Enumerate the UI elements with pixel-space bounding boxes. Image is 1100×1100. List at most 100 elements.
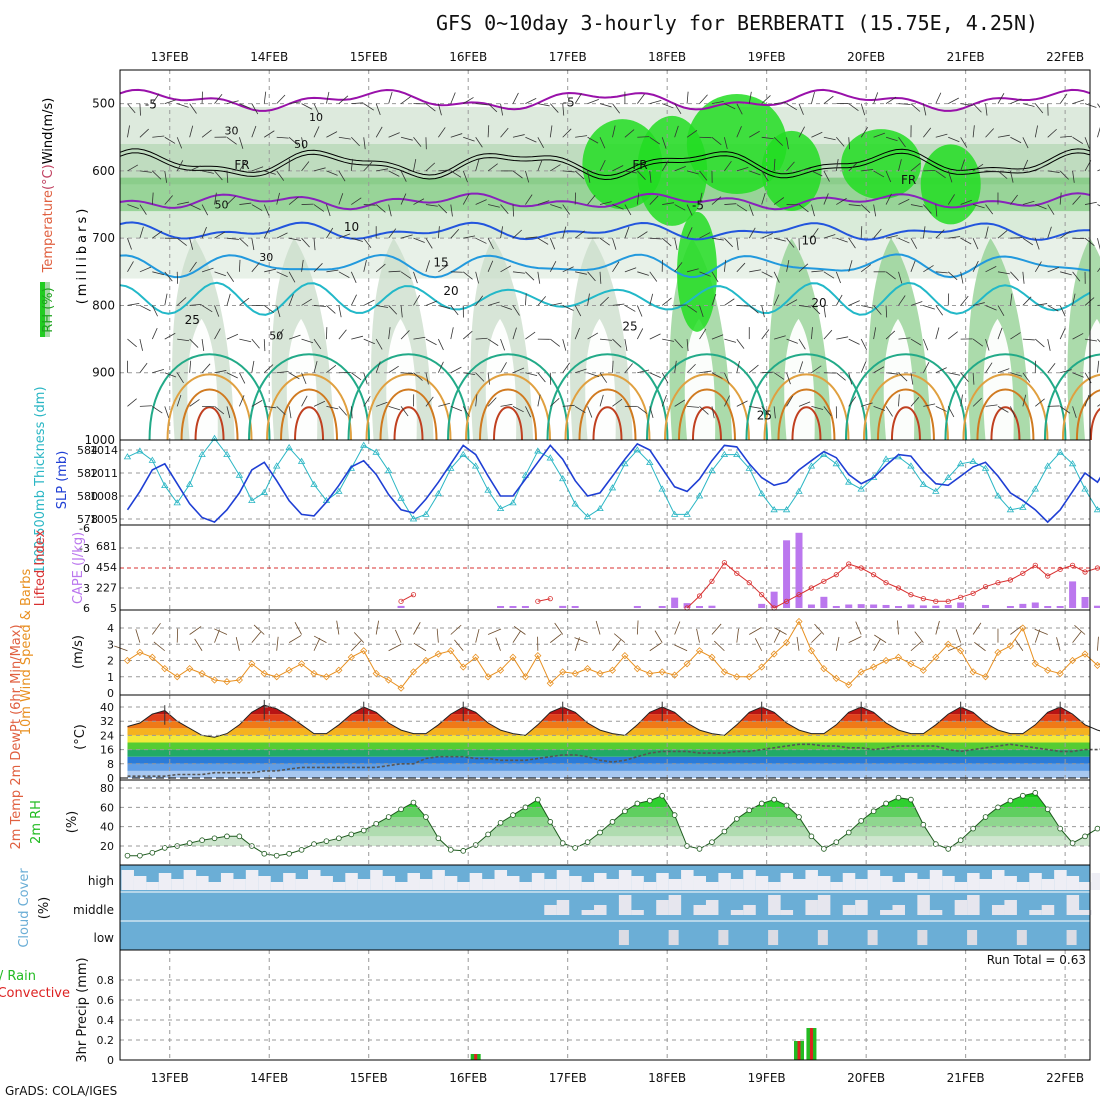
wind-barb	[798, 168, 811, 172]
wind-barb	[1047, 204, 1055, 215]
isotherm-label: -5	[563, 96, 575, 110]
rh-point	[460, 848, 467, 854]
wind-barb	[512, 367, 525, 374]
wind-barb	[960, 159, 965, 172]
wind-barb	[462, 406, 470, 417]
cloud-middle-cell	[556, 900, 570, 915]
rh-point	[298, 847, 305, 853]
wind-frame	[119, 609, 1091, 696]
wind-barb	[574, 406, 586, 414]
li-point	[398, 598, 404, 604]
thickness-point	[1031, 485, 1039, 492]
wind-barb	[649, 333, 661, 340]
thickness-point	[372, 448, 380, 455]
wind-barb	[811, 305, 821, 315]
date-label-bottom: 15FEB	[350, 1071, 388, 1085]
wind-barb	[599, 201, 612, 205]
isotherm-label: 25	[622, 320, 637, 334]
wind-barb	[574, 327, 581, 340]
wind-barb	[736, 338, 745, 349]
wind-barb	[338, 170, 346, 182]
wind-barb	[774, 335, 786, 340]
rh-point	[1057, 825, 1063, 832]
rh-contour-label: 50	[294, 138, 308, 151]
thickness-point	[198, 450, 206, 457]
wind-barb	[512, 134, 525, 138]
li-point	[995, 580, 1001, 586]
wind-barb	[860, 103, 866, 116]
rh-plume-dry-core	[187, 318, 218, 440]
isotherm-minus5-upper	[119, 88, 1091, 112]
wind-barb	[798, 305, 811, 308]
wind-speed-point	[633, 665, 641, 673]
wind-barb	[885, 170, 892, 183]
wind-barb	[264, 130, 275, 138]
cloud-middle-cell	[743, 905, 756, 915]
cloud-high-cell	[419, 879, 433, 890]
wind-barb	[748, 227, 756, 239]
wind-barb	[985, 266, 997, 273]
wind-barb	[251, 103, 259, 115]
wind-barb	[512, 305, 520, 316]
rh-contour-label: 50	[269, 330, 283, 343]
thickness-point	[994, 492, 1002, 499]
thickness-point	[471, 462, 480, 469]
wind-barb	[226, 100, 239, 105]
cloud-high-cell	[183, 870, 197, 890]
wind-barb	[599, 338, 613, 341]
wind-barb-10m	[574, 637, 588, 643]
rh-tick-label: 80	[100, 782, 114, 795]
wind-barb-10m	[251, 631, 262, 643]
wind-barb	[139, 204, 147, 215]
cloud-middle-cell	[917, 895, 930, 915]
wind-barb	[612, 204, 624, 210]
rh-ylabel-part: 2m RH	[29, 800, 44, 844]
thickness-point	[534, 447, 542, 454]
li-point	[1069, 562, 1076, 568]
wind-barb	[636, 192, 640, 205]
li-point	[821, 578, 827, 584]
rh-tick-label: 60	[100, 801, 114, 814]
wind-barb-10m	[276, 636, 279, 651]
wind-barb	[400, 234, 413, 239]
cloud-middle-cell	[1079, 910, 1092, 915]
thickness-point	[272, 462, 281, 469]
wind-barb	[363, 204, 376, 206]
wind-barb	[127, 204, 139, 210]
wind-barb	[699, 370, 712, 374]
wind-barb	[549, 238, 556, 250]
cape-bar	[882, 604, 890, 608]
wind-barb	[264, 305, 275, 313]
wind-barb	[823, 271, 835, 279]
cloud-middle-cell	[991, 905, 1005, 915]
wind-barb-10m	[1056, 637, 1061, 651]
wind-barb	[214, 305, 220, 317]
slp-tick-label: 1005	[90, 513, 118, 526]
wind-barb	[487, 125, 490, 138]
wind-barb	[363, 237, 372, 249]
li-point	[734, 570, 740, 576]
wind-barb	[836, 137, 845, 147]
isotherm-diurnal	[592, 406, 623, 441]
wind-barb	[935, 367, 947, 374]
wind-barb	[637, 271, 649, 276]
date-label-bottom: 20FEB	[847, 1071, 885, 1085]
cloud-high-cell	[1054, 870, 1067, 890]
cloud-low-cell	[817, 930, 828, 945]
dewpoint-line	[127, 743, 1100, 777]
wind-barb	[798, 103, 804, 115]
temp-band	[127, 763, 1090, 771]
isotherm-diurnal	[862, 373, 949, 441]
wind-barb	[276, 192, 280, 205]
cloud-middle-cell	[656, 900, 669, 915]
wind-barb	[724, 237, 734, 248]
wind-barb	[997, 170, 1008, 179]
wind-barb	[1060, 271, 1072, 276]
wind-barb	[475, 237, 487, 244]
cloud-high-cell	[681, 870, 694, 890]
wind-barb-10m	[351, 640, 362, 652]
wind-barb	[438, 204, 448, 214]
wind-barb-10m	[388, 644, 402, 652]
wind-barb	[686, 305, 698, 313]
cloud-high-cell	[395, 882, 408, 890]
